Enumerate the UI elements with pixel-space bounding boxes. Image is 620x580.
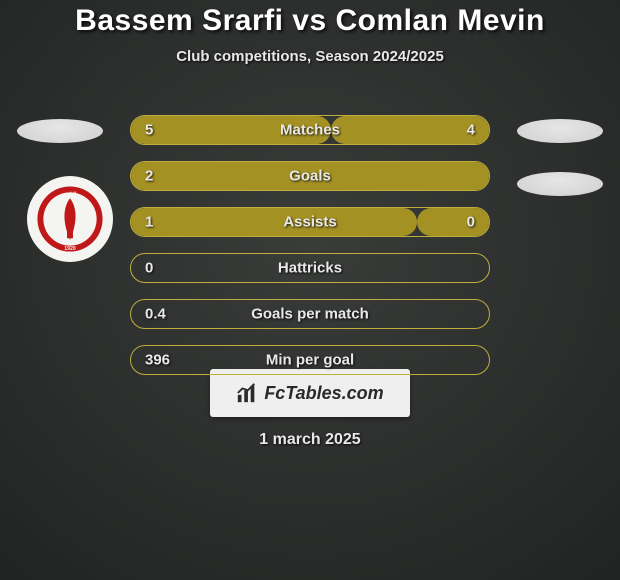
player-right-oval-2 bbox=[517, 172, 603, 196]
svg-text:1920: 1920 bbox=[64, 246, 76, 252]
club-crest-left: النادي 1920 bbox=[27, 176, 113, 262]
fctables-chart-icon bbox=[236, 382, 258, 404]
stat-row: 2Goals bbox=[130, 161, 490, 191]
stat-row: 5Matches4 bbox=[130, 115, 490, 145]
stat-row: 1Assists0 bbox=[130, 207, 490, 237]
stat-row: 0.4Goals per match bbox=[130, 299, 490, 329]
player-left-oval bbox=[17, 119, 103, 143]
comparison-title: Bassem Srarfi vs Comlan Mevin bbox=[0, 4, 620, 38]
stat-row: 0Hattricks bbox=[130, 253, 490, 283]
stat-row: 396Min per goal bbox=[130, 345, 490, 375]
stat-label: Matches bbox=[131, 122, 489, 139]
player-right-oval-1 bbox=[517, 119, 603, 143]
stat-value-right: 0 bbox=[467, 214, 475, 231]
stat-label: Hattricks bbox=[131, 260, 489, 277]
stat-label: Goals per match bbox=[131, 306, 489, 323]
subtitle: Club competitions, Season 2024/2025 bbox=[0, 48, 620, 65]
stat-label: Goals bbox=[131, 168, 489, 185]
fctables-logo: FcTables.com bbox=[210, 369, 410, 417]
svg-text:النادي: النادي bbox=[64, 191, 77, 197]
stat-label: Assists bbox=[131, 214, 489, 231]
stat-label: Min per goal bbox=[131, 352, 489, 369]
stat-value-right: 4 bbox=[467, 122, 475, 139]
stats-container: 5Matches42Goals1Assists00Hattricks0.4Goa… bbox=[130, 115, 490, 375]
snapshot-date: 1 march 2025 bbox=[0, 431, 620, 449]
fctables-logo-text: FcTables.com bbox=[264, 383, 383, 404]
